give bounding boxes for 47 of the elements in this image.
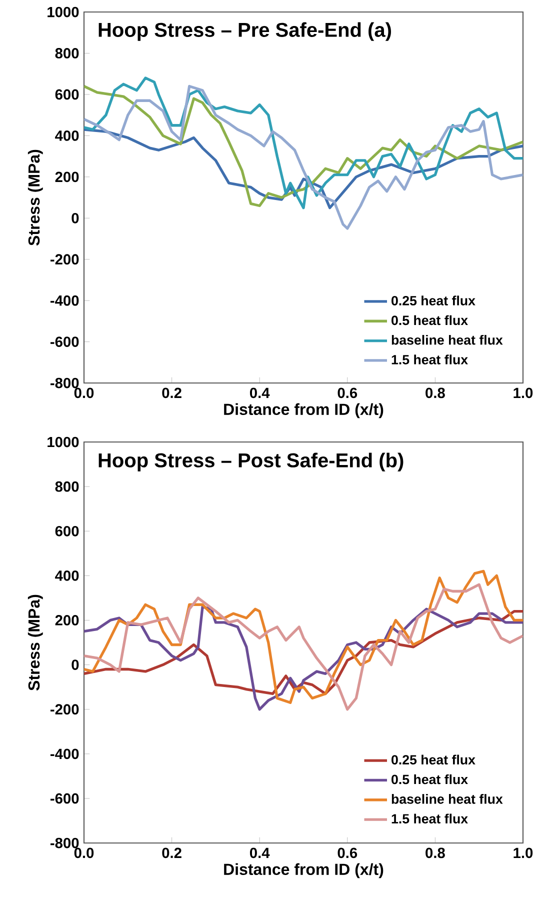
y-tick-label: -400 [50,748,79,760]
legend-label: 0.5 heat flux [392,315,468,326]
legend-label: baseline heat flux [392,334,503,345]
x-tick-label: 0.6 [338,848,358,858]
y-tick-label: 1000 [48,6,79,18]
legend-label: 1.5 heat flux [392,814,468,824]
y-tick-label: -600 [50,336,79,347]
y-tick-label: -600 [50,793,79,804]
legend-label: 0.25 heat flux [392,296,476,306]
x-tick-label: 1.0 [514,848,533,858]
line-series [84,84,523,230]
y-tick-label: 600 [55,526,79,536]
x-tick-label: 0.2 [162,388,182,398]
x-tick-label: 1.0 [514,388,533,398]
y-tick-label: -400 [50,295,79,306]
text: Hoop Stress – Post Safe-End (b) [98,452,404,472]
x-tick-label: 0.4 [250,388,270,398]
legend-label: 0.25 heat flux [392,754,476,765]
x-tick-label: 0.0 [74,388,94,398]
y-tick-label: 200 [55,615,79,626]
y-tick-label: 0 [72,212,79,224]
x-tick-label: 0.2 [162,848,182,858]
y-tick-label: -800 [50,838,79,848]
x-tick-label: 0.4 [250,848,270,858]
legend-label: 1.5 heat flux [392,354,468,364]
x-tick-label: 0.0 [74,848,94,858]
y-tick-label: 800 [55,48,79,58]
chart-title: Hoop Stress – Pre Safe-End (a) [98,22,391,41]
y-axis-title: Stress (MPa) [28,594,43,691]
y-tick-label: 200 [55,172,79,182]
x-tick-label: 0.8 [426,388,445,398]
y-tick-label: -800 [50,378,79,388]
y-tick-label: 0 [72,660,79,670]
y-tick-label: 600 [55,89,79,100]
legend-label: baseline heat flux [392,794,503,804]
y-tick-label: -200 [50,704,79,715]
y-tick-label: 800 [55,481,79,492]
x-axis-title: Distance from ID (x/t) [224,863,384,878]
y-tick-label: 400 [55,130,79,141]
x-tick-label: 0.8 [426,848,445,858]
y-axis-title: Stress (MPa) [28,150,43,246]
y-tick-label: -200 [50,254,79,265]
legend-label: 0.5 heat flux [392,774,468,784]
x-tick-label: 0.6 [338,388,358,398]
x-axis-title: Distance from ID (x/t) [224,403,384,418]
y-tick-label: 400 [55,570,79,581]
y-tick-label: 1000 [48,436,79,448]
